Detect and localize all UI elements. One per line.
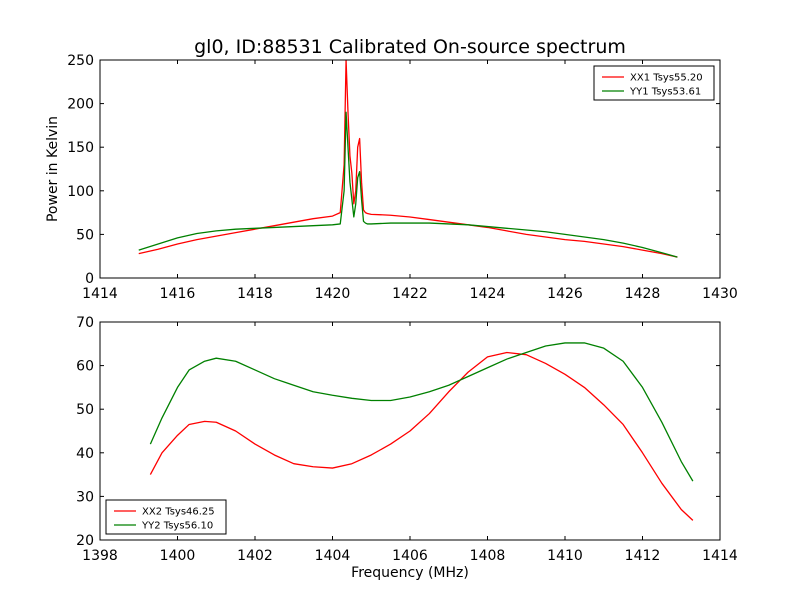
series-line-2 bbox=[138, 111, 678, 258]
y-tick-label: 20 bbox=[76, 533, 94, 549]
x-tick-label: 1410 bbox=[547, 548, 583, 564]
y-tick-label: 150 bbox=[67, 140, 94, 156]
legend-label-1: XX1 Tsys55.20 bbox=[630, 73, 703, 84]
x-tick-label: 1424 bbox=[470, 286, 506, 302]
legend: XX2 Tsys46.25 YY2 Tsys56.10 bbox=[105, 499, 227, 535]
y-tick-label: 0 bbox=[85, 271, 94, 287]
x-tick-label: 1428 bbox=[625, 286, 661, 302]
series-line-2 bbox=[149, 342, 694, 482]
legend-label-2: YY1 Tsys53.61 bbox=[629, 87, 701, 98]
x-tick-label: 1402 bbox=[237, 548, 273, 564]
y-tick-label: 200 bbox=[67, 97, 94, 113]
legend-label-2: YY2 Tsys56.10 bbox=[141, 521, 213, 532]
legend: XX1 Tsys55.20 YY1 Tsys53.61 bbox=[593, 65, 715, 101]
chart-title: gl0, ID:88531 Calibrated On-source spect… bbox=[194, 36, 626, 58]
series-line-1 bbox=[149, 351, 694, 521]
plots-layer: 1414 1416 1418 1420 1422 1424 1426 1428 14300501… bbox=[45, 53, 738, 581]
y-tick-label: 250 bbox=[67, 53, 94, 69]
series-line-1 bbox=[138, 60, 678, 258]
legend-box bbox=[593, 65, 715, 101]
x-tick-label: 1426 bbox=[547, 286, 583, 302]
legend-label-1: XX2 Tsys46.25 bbox=[142, 507, 215, 518]
x-tick-label: 1418 bbox=[237, 286, 273, 302]
y-tick-label: 40 bbox=[76, 446, 94, 462]
x-tick-label: 1408 bbox=[470, 548, 506, 564]
y-tick-label: 50 bbox=[76, 227, 94, 243]
x-axis-label: Frequency (MHz) bbox=[351, 565, 469, 581]
x-tick-label: 1430 bbox=[702, 286, 738, 302]
x-tick-label: 1400 bbox=[160, 548, 196, 564]
y-tick-label: 30 bbox=[76, 489, 94, 505]
x-tick-label: 1406 bbox=[392, 548, 428, 564]
x-tick-label: 1414 bbox=[702, 548, 738, 564]
x-tick-label: 1412 bbox=[625, 548, 661, 564]
x-tick-label: 1416 bbox=[160, 286, 196, 302]
x-tick-label: 1404 bbox=[315, 548, 351, 564]
x-tick-label: 1420 bbox=[315, 286, 351, 302]
y-tick-label: 50 bbox=[76, 402, 94, 418]
chart-2: 1398 1400 1402 1404 1406 1408 1410 1412 1414 20 30… bbox=[76, 315, 738, 581]
y-axis-label: Power in Kelvin bbox=[45, 116, 61, 222]
x-tick-label: 1414 bbox=[82, 286, 118, 302]
y-tick-label: 70 bbox=[76, 315, 94, 331]
legend-box bbox=[105, 499, 227, 535]
y-tick-label: 100 bbox=[67, 184, 94, 200]
chart-1: 1414 1416 1418 1420 1422 1424 1426 1428 1430 0 50 1… bbox=[45, 53, 738, 302]
y-tick-label: 60 bbox=[76, 359, 94, 375]
x-tick-label: 1398 bbox=[82, 548, 118, 564]
x-tick-label: 1422 bbox=[392, 286, 428, 302]
